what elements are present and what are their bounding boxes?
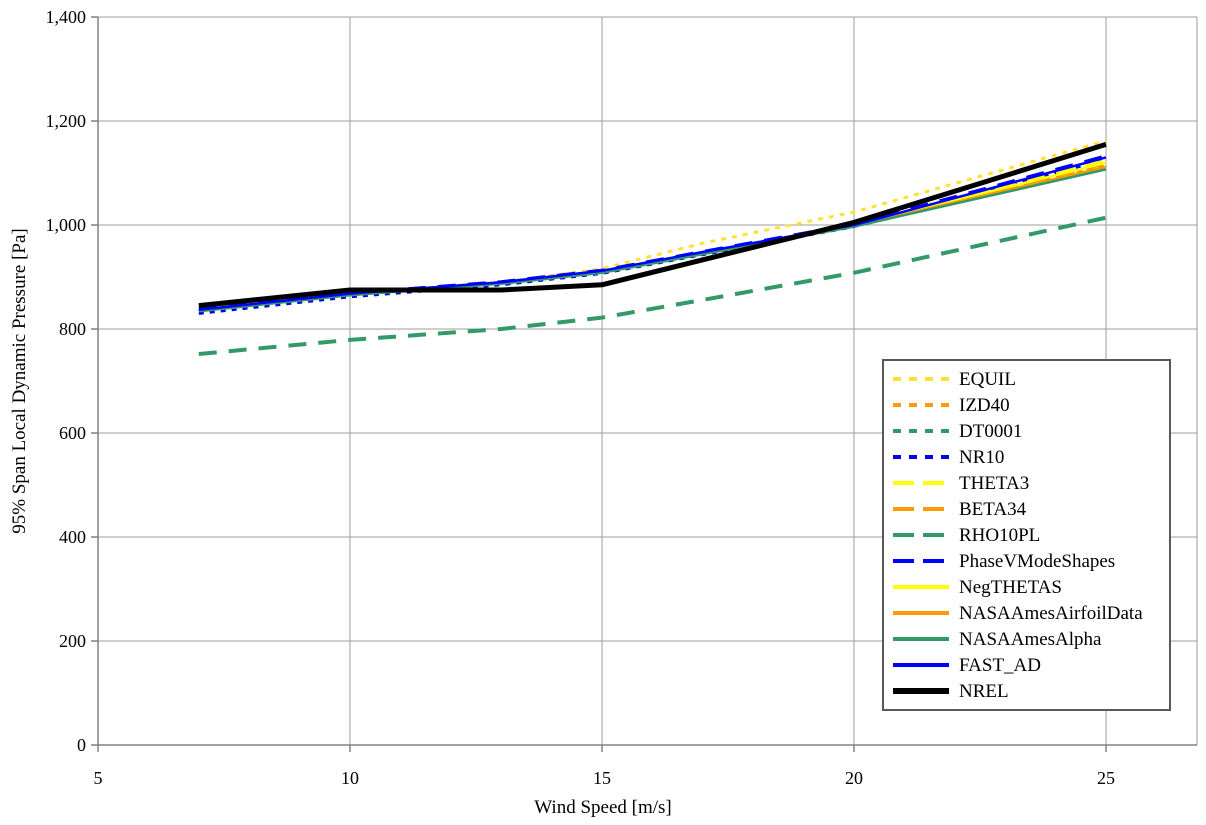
y-tick-label: 0	[77, 735, 86, 755]
legend-item-THETA3: THETA3	[884, 471, 1169, 495]
x-tick-label: 20	[845, 768, 863, 788]
legend-item-IZD40: IZD40	[884, 393, 1169, 417]
series-line-NASAAmesAlpha	[198, 168, 1107, 313]
legend-label: NREL	[959, 680, 1009, 702]
legend-label: IZD40	[959, 394, 1010, 416]
legend-label: BETA34	[959, 498, 1027, 520]
x-tick-label: 15	[593, 768, 611, 788]
legend-item-NASAAmesAlpha: NASAAmesAlpha	[884, 627, 1169, 651]
legend-label: PhaseVModeShapes	[959, 550, 1116, 572]
legend-swatch-line	[893, 688, 949, 694]
legend-item-BETA34: BETA34	[884, 497, 1169, 521]
legend-swatch-line	[893, 455, 949, 459]
series-line-FAST_AD	[198, 156, 1107, 312]
legend-swatch-line	[893, 637, 949, 641]
y-tick-label: 200	[59, 631, 86, 651]
legend-item-FAST_AD: FAST_AD	[884, 653, 1169, 677]
legend-swatch-line	[893, 507, 949, 511]
legend-item-NREL: NREL	[884, 679, 1169, 703]
legend-item-DT0001: DT0001	[884, 419, 1169, 443]
legend-item-NR10: NR10	[884, 445, 1169, 469]
legend: EQUIL IZD40 DT0001 NR10 THETA3 BETA34 RHO10PL P…	[882, 359, 1171, 711]
legend-label: DT0001	[959, 420, 1023, 442]
legend-swatch-line	[893, 611, 949, 615]
x-tick-label: 10	[341, 768, 359, 788]
y-tick-label: 600	[59, 423, 86, 443]
y-tick-label: 800	[59, 319, 86, 339]
x-axis-title: Wind Speed [m/s]	[534, 797, 672, 818]
legend-item-PhaseVModeShapes: PhaseVModeShapes	[884, 549, 1169, 573]
legend-swatch-line	[893, 377, 949, 381]
legend-label: FAST_AD	[959, 654, 1041, 676]
legend-swatch-line	[893, 481, 949, 485]
legend-label: NASAAmesAlpha	[959, 628, 1102, 650]
series-line-THETA3	[198, 159, 1107, 312]
legend-swatch-line	[893, 663, 949, 667]
legend-label: RHO10PL	[959, 524, 1041, 546]
legend-swatch-line	[893, 585, 949, 589]
legend-swatch-line	[893, 533, 949, 537]
legend-label: NR10	[959, 446, 1005, 468]
x-tick-label: 5	[94, 768, 103, 788]
legend-swatch-line	[893, 403, 949, 407]
legend-label: NASAAmesAirfoilData	[959, 602, 1143, 624]
y-tick-label: 1,000	[46, 215, 87, 235]
legend-label: EQUIL	[959, 368, 1016, 390]
y-axis-title: 95% Span Local Dynamic Pressure [Pa]	[9, 228, 30, 534]
legend-label: THETA3	[959, 472, 1030, 494]
legend-item-RHO10PL: RHO10PL	[884, 523, 1169, 547]
series-line-EQUIL	[198, 139, 1107, 311]
y-tick-label: 1,200	[46, 111, 87, 131]
y-tick-label: 1,400	[46, 7, 87, 27]
legend-item-NegTHETAS: NegTHETAS	[884, 575, 1169, 599]
legend-swatch-line	[893, 429, 949, 433]
legend-item-NASAAmesAirfoilData: NASAAmesAirfoilData	[884, 601, 1169, 625]
y-tick-label: 400	[59, 527, 86, 547]
series-line-RHO10PL	[198, 215, 1107, 356]
x-tick-label: 25	[1097, 768, 1115, 788]
legend-swatch-line	[893, 559, 949, 563]
series-line-NREL	[198, 142, 1107, 309]
legend-label: NegTHETAS	[959, 576, 1062, 598]
legend-item-EQUIL: EQUIL	[884, 367, 1169, 391]
